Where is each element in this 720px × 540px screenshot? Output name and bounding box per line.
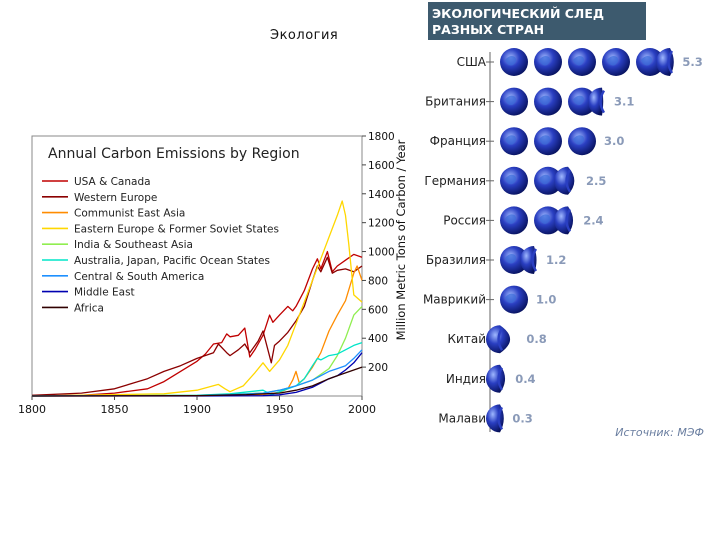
y-tick-label: 1400 (368, 189, 395, 201)
series-line-9 (31, 366, 363, 397)
country-label: США (457, 55, 487, 69)
globe-icon (602, 48, 630, 76)
globe-icon (500, 285, 528, 314)
country-label: Малави (438, 411, 486, 425)
partial-globe-icon (486, 364, 506, 393)
globe-icon (568, 48, 596, 76)
y-tick-label: 600 (368, 304, 388, 316)
y-axis-label: Million Metric Tons of Carbon / Year (394, 139, 408, 340)
globe-icon (534, 166, 562, 195)
value-label: 0.3 (512, 411, 532, 425)
series-line-4 (31, 200, 363, 397)
y-tick-label: 1200 (368, 218, 395, 230)
y-tick-label: 1600 (368, 160, 395, 172)
globe-icon (534, 48, 562, 76)
footprint-row: Индия 0.4 (446, 364, 536, 393)
globe-icon (568, 127, 596, 156)
x-tick-label: 1900 (183, 403, 211, 416)
y-tick-label: 1000 (368, 247, 395, 259)
footprint-subtitle: РАЗНЫХ СТРАН (432, 22, 544, 37)
globe-icon (500, 87, 528, 116)
globe-icon (534, 87, 562, 116)
series-line-1 (31, 250, 363, 397)
y-tick-label: 1800 (368, 131, 395, 143)
x-tick-label: 1850 (101, 403, 129, 416)
country-label: Бразилия (426, 253, 486, 267)
value-label: 3.1 (614, 95, 634, 109)
footprint-row: США 5.3 (457, 48, 703, 76)
country-label: Индия (446, 372, 486, 386)
footprint-panel: ЭКОЛОГИЧЕСКИЙ СЛЕД РАЗНЫХ СТРАН США 5.3 Бр… (423, 2, 704, 439)
legend-label-8: Middle East (74, 287, 135, 299)
globe-icon (500, 48, 528, 76)
footprint-rows: США 5.3 Британия 3.1 Франция 3.0 Германия 2.5 Ро… (423, 48, 703, 433)
header-background (428, 2, 646, 40)
partial-globe-icon (554, 206, 574, 235)
footprint-row: Малави 0.3 (438, 404, 533, 433)
footprint-row: Россия 2.4 (443, 206, 604, 235)
globe-icon (500, 246, 528, 274)
globe-icon (500, 206, 528, 235)
legend-label-6: Australia, Japan, Pacific Ocean States (74, 255, 270, 267)
footprint-row: Бразилия 1.2 (426, 246, 566, 274)
footprint-title: ЭКОЛОГИЧЕСКИЙ СЛЕД (432, 6, 604, 21)
globe-icon (500, 166, 528, 195)
value-label: 0.8 (526, 332, 546, 346)
legend-label-5: India & Southeast Asia (74, 239, 193, 251)
slide-title: Экология (270, 28, 339, 43)
country-label: Маврикий (423, 293, 486, 307)
globe-icon (534, 127, 562, 156)
value-label: 0.4 (515, 372, 535, 386)
footprint-row: Франция 3.0 (430, 127, 624, 156)
country-label: Китай (448, 332, 486, 346)
value-label: 1.0 (536, 293, 556, 307)
series-line-8 (32, 352, 363, 397)
partial-globe-icon (486, 325, 511, 354)
y-axis: 200 400 600 800 1000 1200 1400 1600 1800 (362, 131, 395, 374)
y-tick-label: 800 (368, 275, 388, 287)
emissions-chart: Annual Carbon Emissions by Region USA & … (18, 131, 408, 416)
y-tick-label: 200 (368, 362, 388, 374)
footprint-row: Китай 0.8 (448, 325, 547, 354)
value-label: 1.2 (546, 253, 566, 267)
partial-globe-icon (656, 48, 674, 76)
country-label: Германия (424, 174, 486, 188)
series-group (31, 200, 363, 397)
series-line-2 (31, 256, 363, 396)
legend-label-4: Eastern Europe & Former Soviet States (74, 223, 279, 235)
footprint-row: Британия 3.1 (425, 87, 634, 116)
value-label: 3.0 (604, 134, 624, 148)
x-axis: 1800 1850 1900 1950 2000 (18, 396, 376, 416)
partial-globe-icon (554, 166, 575, 195)
legend-label-1: USA & Canada (74, 176, 151, 188)
series-line-6 (31, 341, 363, 397)
value-label: 2.4 (583, 213, 603, 227)
y-tick-label: 400 (368, 333, 388, 345)
footprint-row: Маврикий 1.0 (423, 285, 556, 314)
country-label: Россия (443, 213, 486, 227)
globe-icon (534, 206, 562, 235)
partial-globe-icon (486, 404, 504, 433)
x-tick-label: 1800 (18, 403, 46, 416)
country-label: Британия (425, 95, 486, 109)
globe-icon (500, 127, 528, 156)
source-note: Источник: МЭФ (615, 426, 704, 439)
x-tick-label: 2000 (348, 403, 376, 416)
globe-icon (636, 48, 664, 76)
globe-icon (568, 87, 596, 116)
country-label: Франция (430, 134, 486, 148)
partial-globe-icon (520, 246, 538, 274)
partial-globe-icon (588, 87, 606, 116)
footprint-row: Германия 2.5 (424, 166, 606, 195)
legend: USA & Canada Western Europe Communist East… (42, 176, 279, 314)
legend-label-9: Africa (74, 302, 104, 314)
plot-area (31, 135, 363, 397)
legend-label-3: Communist East Asia (74, 208, 185, 220)
legend-label-7: Central & South America (74, 271, 204, 283)
legend-label-2: Western Europe (74, 192, 157, 204)
chart-title: Annual Carbon Emissions by Region (48, 146, 300, 162)
value-label: 5.3 (682, 55, 702, 69)
x-tick-label: 1950 (266, 403, 294, 416)
value-label: 2.5 (586, 174, 606, 188)
